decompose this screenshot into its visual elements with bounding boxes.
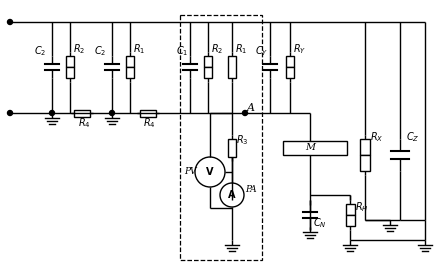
Text: $R_1$: $R_1$ [235,42,247,56]
Bar [126,56,134,67]
Circle shape [7,110,13,116]
Text: $C_2$: $C_2$ [34,44,46,58]
Text: $R_Y$: $R_Y$ [293,42,306,56]
Text: $R_2$: $R_2$ [73,42,85,56]
Bar [228,56,236,78]
Bar [140,110,156,116]
Text: $R_3$: $R_3$ [236,133,249,147]
Bar [346,215,354,226]
Bar [360,139,370,155]
Bar [204,67,212,78]
Text: $R_X$: $R_X$ [370,130,384,144]
Text: $R_1$: $R_1$ [133,42,146,56]
Text: $C_N$: $C_N$ [313,216,327,230]
Circle shape [7,20,13,24]
Bar [346,204,354,215]
Bar [228,139,236,157]
Bar [360,155,370,171]
Bar [283,141,347,155]
Circle shape [49,110,55,116]
Text: PV: PV [184,168,197,177]
Text: M: M [305,144,315,153]
Text: $R_4$: $R_4$ [143,116,156,130]
Bar [66,67,74,78]
Text: $R_2$: $R_2$ [211,42,223,56]
Circle shape [243,110,247,116]
Text: V: V [206,167,214,177]
Text: $C_Y$: $C_Y$ [255,44,268,58]
Bar [286,56,294,67]
Text: A: A [228,190,236,200]
Text: $C_1$: $C_1$ [176,44,188,58]
Circle shape [110,110,114,116]
Bar [74,110,90,116]
Text: A: A [247,103,255,113]
Bar [286,67,294,78]
Text: PA: PA [245,186,257,194]
Bar [66,56,74,67]
Bar [180,15,262,260]
Bar [126,67,134,78]
Text: $C_2$: $C_2$ [94,44,106,58]
Text: $R_H$: $R_H$ [355,200,369,214]
Text: $R_4$: $R_4$ [78,116,91,130]
Bar [204,56,212,67]
Text: $C_Z$: $C_Z$ [406,130,420,144]
